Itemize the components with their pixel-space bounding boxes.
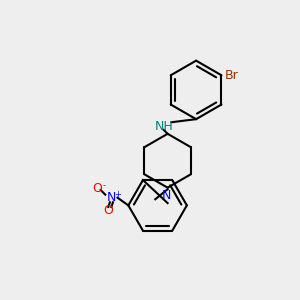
- Text: +: +: [115, 190, 122, 199]
- Text: O: O: [103, 203, 113, 217]
- Text: N: N: [107, 191, 116, 204]
- Text: NH: NH: [154, 120, 173, 133]
- Text: -: -: [102, 181, 105, 190]
- Text: N: N: [161, 189, 171, 202]
- Text: O: O: [93, 182, 103, 195]
- Text: Br: Br: [224, 69, 238, 82]
